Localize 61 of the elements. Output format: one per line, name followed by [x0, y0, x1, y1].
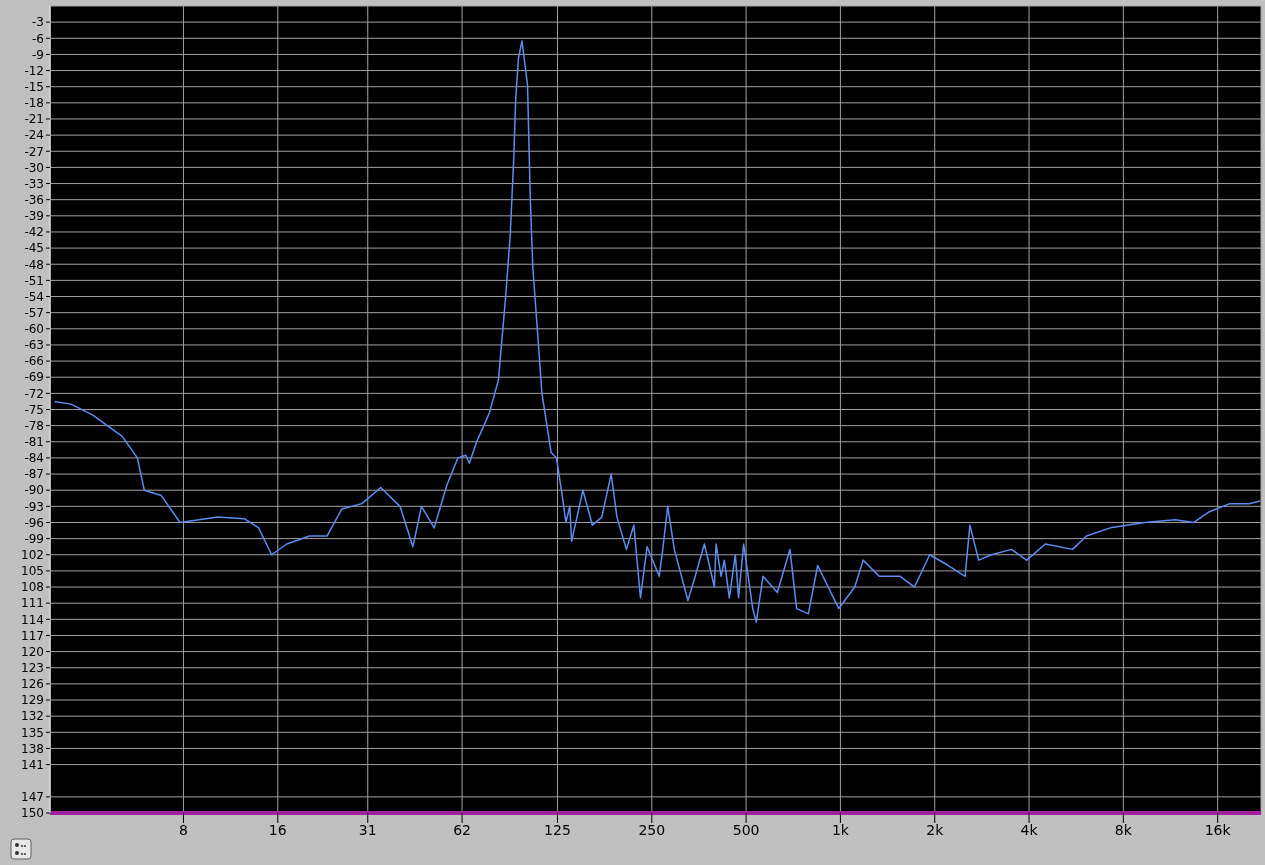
y-tick-label: -66: [24, 354, 44, 369]
y-tick-label: 147: [21, 790, 44, 805]
y-tick-label: -90: [24, 483, 44, 498]
y-tick-label: -72: [24, 386, 44, 401]
x-tick-label: 500: [732, 821, 760, 838]
y-tick-label: 111: [21, 596, 44, 611]
y-tick-label: -78: [24, 418, 44, 433]
y-tick-label: 138: [21, 741, 44, 756]
y-tick-label: -99: [24, 531, 44, 546]
y-tick-label: 129: [21, 693, 44, 708]
x-tick-label: 250: [638, 821, 666, 838]
y-tick-label: -33: [24, 176, 44, 191]
y-tick-label: 135: [21, 725, 44, 740]
y-tick-label: 102: [21, 548, 44, 563]
x-tick-label: 8k: [1114, 821, 1133, 838]
y-tick-label: -48: [24, 257, 44, 272]
y-tick-label: -69: [24, 370, 44, 385]
y-tick-label: 150: [21, 806, 44, 821]
y-tick-label: -15: [24, 79, 44, 94]
y-tick-label: -81: [24, 435, 44, 450]
y-tick-label: -84: [24, 451, 44, 466]
y-tick-label: 108: [21, 580, 44, 595]
x-tick-label: 16k: [1204, 821, 1232, 838]
y-tick-label: -21: [24, 112, 44, 127]
y-tick-label: 105: [21, 564, 44, 579]
y-tick-label: 120: [21, 644, 44, 659]
y-tick-label: -27: [24, 144, 44, 159]
y-tick-label: -18: [24, 96, 44, 111]
x-tick-label: 2k: [926, 821, 945, 838]
x-tick-label: 31: [358, 821, 377, 838]
y-tick-label: -30: [24, 160, 44, 175]
x-tick-label: 16: [268, 821, 287, 838]
x-tick-label: 1k: [831, 821, 850, 838]
y-tick-label: -39: [24, 209, 44, 224]
y-tick-label: -63: [24, 338, 44, 353]
y-tick-label: -42: [24, 225, 44, 240]
y-tick-label: 117: [21, 628, 44, 643]
x-tick-label: 62: [453, 821, 471, 838]
y-tick-label: -9: [32, 47, 44, 62]
x-tick-label: 8: [179, 821, 188, 838]
y-tick-label: -75: [24, 402, 44, 417]
y-tick-label: -96: [24, 515, 44, 530]
y-tick-label: -87: [24, 467, 44, 482]
y-tick-label: 141: [21, 757, 44, 772]
y-tick-label: -57: [24, 305, 44, 320]
y-tick-label: -24: [24, 128, 44, 143]
y-tick-label: -6: [32, 31, 44, 46]
y-tick-label: -93: [24, 499, 44, 514]
x-tick-label: 4k: [1020, 821, 1039, 838]
y-tick-label: -45: [24, 241, 44, 256]
y-tick-label: 123: [21, 661, 44, 675]
x-tick-label: 125: [544, 821, 571, 838]
y-tick-label: -60: [24, 322, 44, 337]
y-tick-label: -51: [24, 273, 44, 288]
y-tick-label: -12: [24, 63, 44, 78]
y-tick-label: 132: [21, 709, 44, 724]
y-tick-label: -54: [24, 289, 44, 304]
y-tick-label: -36: [24, 192, 44, 207]
y-tick-label: 126: [21, 677, 44, 692]
y-tick-label: -3: [32, 15, 44, 30]
y-tick-label: 114: [21, 612, 44, 627]
